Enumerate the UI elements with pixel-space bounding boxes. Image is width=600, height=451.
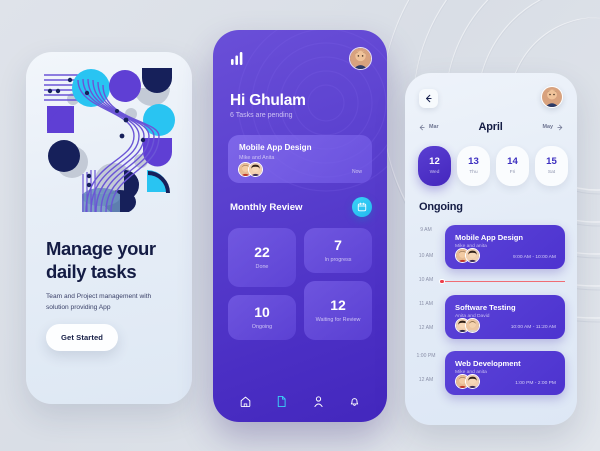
avatar	[465, 248, 480, 263]
event-card-software-testing[interactable]: Software Testing Anita and David 10:00 A…	[445, 295, 565, 339]
timeline-time-label: 1:00 PM	[416, 353, 436, 359]
stat-label: In progress	[324, 257, 352, 263]
stat-label: Done	[255, 264, 269, 270]
prev-month-button[interactable]: Mar	[419, 124, 439, 131]
calendar-icon[interactable]	[352, 197, 372, 217]
event-avatar-group	[455, 248, 480, 263]
next-month-button[interactable]: May	[543, 124, 564, 131]
day-chip-14[interactable]: 14 Fri	[496, 146, 529, 186]
timeline-time-label: 10 AM	[418, 277, 434, 283]
task-status-badge: Now	[351, 169, 362, 175]
stat-label: Ongoing	[251, 324, 273, 330]
page-subtitle: Team and Project management with solutio…	[46, 293, 152, 311]
day-weekday: Thu	[469, 169, 478, 175]
event-time: 9:00 AM - 10:00 AM	[513, 255, 556, 260]
profile-icon[interactable]	[312, 395, 325, 408]
stat-value: 10	[254, 304, 270, 320]
day-weekday: Fri	[509, 169, 516, 175]
bottom-navigation-bar	[213, 395, 387, 408]
current-time-marker	[439, 278, 445, 284]
avatar	[465, 374, 480, 389]
day-selector: 12 Wed 13 Thu 14 Fri 15 Sat	[418, 146, 568, 186]
abstract-shapes-illustration	[44, 68, 175, 212]
day-number: 14	[507, 156, 518, 168]
day-weekday: Sat	[547, 169, 556, 175]
phone-schedule: Mar April May 12 Wed 13 Thu 14	[405, 73, 577, 425]
day-weekday: Wed	[429, 169, 440, 175]
home-icon[interactable]	[239, 395, 252, 408]
get-started-button[interactable]: Get Started	[46, 324, 119, 351]
stat-card-ongoing[interactable]: 10 Ongoing	[228, 295, 296, 340]
event-card-mobile-app-design[interactable]: Mobile App Design Mike and anita 9:00 AM…	[445, 225, 565, 269]
timeline-time-label: 9 AM	[420, 227, 432, 233]
bell-icon[interactable]	[348, 395, 361, 408]
section-title-monthly-review: Monthly Review	[230, 202, 303, 213]
event-members: Anita and David	[455, 314, 490, 319]
avatar[interactable]	[541, 86, 563, 108]
pending-tasks-text: 6 Tasks are pending	[230, 112, 293, 119]
avatar	[465, 318, 480, 333]
prev-month-label: Mar	[429, 124, 439, 130]
event-title: Software Testing	[455, 303, 516, 312]
timeline-time-label: 10 AM	[418, 253, 434, 259]
arrow-left-icon[interactable]	[419, 89, 438, 108]
stat-value: 7	[334, 237, 342, 253]
event-members: Mike and anita	[455, 244, 487, 249]
event-members: Mike and anita	[455, 370, 487, 375]
stat-card-waiting-for-review[interactable]: 12 Waiting for Review	[304, 281, 372, 340]
day-chip-13[interactable]: 13 Thu	[457, 146, 490, 186]
day-number: 12	[429, 156, 440, 168]
next-month-label: May	[542, 124, 554, 130]
event-card-web-development[interactable]: Web Development Mike and anita 1:00 PM -…	[445, 351, 565, 395]
page-title: Manage your daily tasks	[46, 238, 156, 282]
avatar	[248, 162, 263, 177]
featured-task-card[interactable]: Mobile App Design Mike and Anita	[228, 135, 372, 183]
day-chip-12[interactable]: 12 Wed	[418, 146, 451, 186]
event-title: Web Development	[455, 359, 521, 368]
event-time: 1:00 PM - 2:00 PM	[515, 381, 556, 386]
stat-card-in-progress[interactable]: 7 In progress	[304, 228, 372, 273]
arrow-right-icon	[557, 124, 563, 130]
stat-value: 22	[254, 244, 270, 260]
event-time: 10:00 AM - 11:20 AM	[510, 325, 556, 330]
section-title-ongoing: Ongoing	[419, 201, 463, 213]
task-title: Mobile App Design	[239, 143, 312, 152]
event-title: Mobile App Design	[455, 233, 524, 242]
timeline-time-label: 12 AM	[418, 325, 434, 331]
day-number: 13	[468, 156, 479, 168]
stat-label: Waiting for Review	[315, 317, 361, 323]
current-time-line	[442, 281, 565, 282]
event-avatar-group	[455, 318, 480, 333]
task-avatar-group	[238, 162, 263, 177]
month-navigation: Mar April May	[405, 121, 577, 133]
current-month-label: April	[478, 121, 503, 133]
timeline-time-label: 11 AM	[418, 301, 434, 307]
event-avatar-group	[455, 374, 480, 389]
stat-value: 12	[330, 297, 346, 313]
avatar[interactable]	[349, 47, 372, 70]
timeline-time-label: 12 AM	[418, 377, 434, 383]
day-number: 15	[546, 156, 557, 168]
phone-onboarding: Manage your daily tasks Team and Project…	[26, 52, 192, 404]
bar-chart-icon	[231, 52, 243, 65]
phone-home: Hi Ghulam 6 Tasks are pending Mobile App…	[213, 30, 387, 422]
document-icon[interactable]	[275, 395, 288, 408]
day-chip-15[interactable]: 15 Sat	[535, 146, 568, 186]
arrow-left-icon	[419, 124, 425, 130]
stat-card-done[interactable]: 22 Done	[228, 228, 296, 287]
timeline: 9 AM 10 AM 10 AM 11 AM 12 AM 1:00 PM 12 …	[405, 225, 577, 425]
greeting-text: Hi Ghulam	[230, 92, 306, 109]
task-members: Mike and Anita	[239, 155, 275, 161]
